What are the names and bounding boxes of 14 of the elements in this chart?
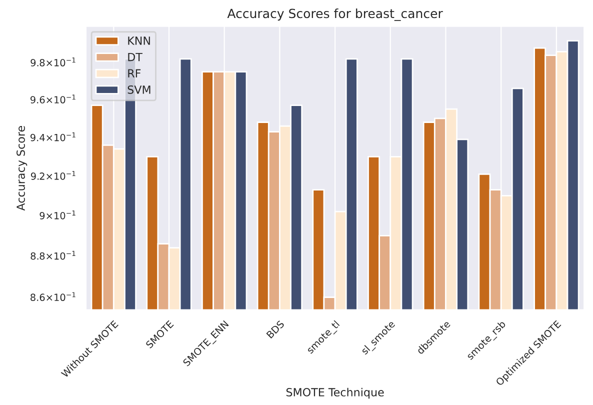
legend-label: SVM (128, 85, 150, 94)
y-axis-title: Accuracy Score (16, 126, 28, 211)
legend-label: RF (128, 69, 141, 78)
y-tick-label: 9×10$^{−1}$ (40, 210, 76, 220)
y-tick-label: 9.2×10$^{−1}$ (30, 171, 76, 180)
y-tick-label: 8.6×10$^{−1}$ (30, 292, 76, 302)
y-tick-label: 8.8×10$^{−1}$ (30, 250, 76, 260)
legend-label: KNN (128, 36, 150, 45)
y-tick-label: 9.6×10$^{−1}$ (30, 94, 76, 104)
y-tick-label: 9.4×10$^{−1}$ (30, 132, 76, 142)
chart-title: Accuracy Scores for breast_cancer (227, 8, 443, 21)
legend-label: DT (128, 52, 142, 62)
x-axis-title: SMOTE Technique (286, 388, 384, 399)
y-tick-label: 9.8×10$^{−1}$ (30, 58, 76, 66)
